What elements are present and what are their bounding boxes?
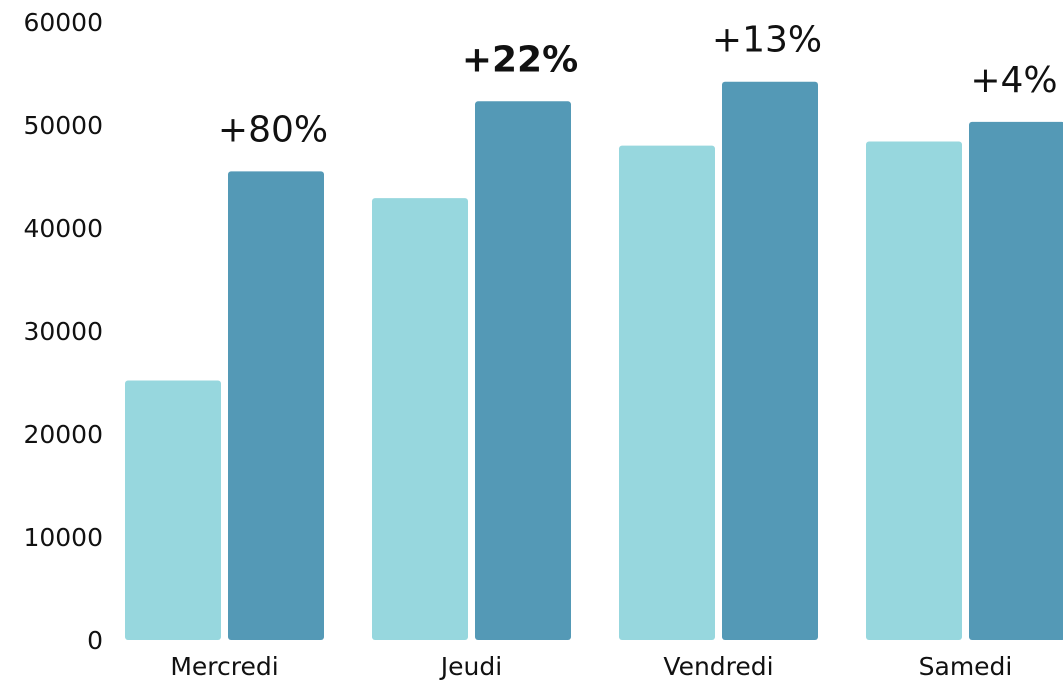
bar: [228, 171, 324, 640]
y-tick-label: 20000: [23, 420, 103, 449]
y-tick-label: 10000: [23, 523, 103, 552]
y-tick-label: 30000: [23, 317, 103, 346]
y-tick-label: 40000: [23, 214, 103, 243]
bar: [619, 145, 715, 640]
bar: [125, 380, 221, 640]
bar: [969, 121, 1063, 640]
bar: [372, 198, 468, 640]
bar: [866, 141, 962, 641]
annotation: +4%: [970, 60, 1057, 101]
x-tick-label: Mercredi: [170, 652, 278, 681]
x-tick-label: Jeudi: [439, 652, 502, 681]
annotation: +13%: [712, 20, 822, 61]
annotation: +22%: [462, 39, 578, 80]
annotation: +80%: [218, 109, 328, 150]
x-tick-label: Vendredi: [663, 652, 773, 681]
y-tick-label: 0: [87, 626, 103, 655]
bar: [722, 81, 818, 641]
y-tick-label: 60000: [23, 8, 103, 37]
y-tick-label: 50000: [23, 111, 103, 140]
bar: [475, 101, 571, 640]
x-tick-label: Samedi: [919, 652, 1013, 681]
